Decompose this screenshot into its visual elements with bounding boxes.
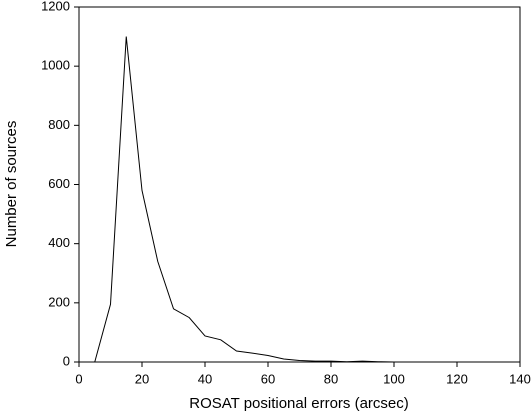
y-tick-label: 1000 bbox=[41, 58, 70, 73]
x-tick-label: 60 bbox=[261, 371, 275, 386]
data-line bbox=[94, 36, 520, 363]
x-tick-label: 120 bbox=[446, 371, 468, 386]
x-tick-label: 140 bbox=[509, 371, 531, 386]
y-tick-label: 400 bbox=[48, 235, 70, 250]
x-tick-label: 80 bbox=[324, 371, 338, 386]
y-tick-label: 800 bbox=[48, 117, 70, 132]
x-axis-title: ROSAT positional errors (arcsec) bbox=[189, 395, 409, 412]
x-tick-label: 20 bbox=[135, 371, 149, 386]
y-tick-label: 600 bbox=[48, 176, 70, 191]
x-tick-label: 0 bbox=[75, 371, 82, 386]
y-axis-title: Number of sources bbox=[3, 121, 20, 248]
y-tick-label: 0 bbox=[63, 353, 70, 368]
plot-frame bbox=[78, 6, 521, 363]
x-tick-label: 40 bbox=[198, 371, 212, 386]
x-tick-label: 100 bbox=[383, 371, 405, 386]
y-tick-label: 1200 bbox=[41, 0, 70, 13]
y-tick-label: 200 bbox=[48, 294, 70, 309]
